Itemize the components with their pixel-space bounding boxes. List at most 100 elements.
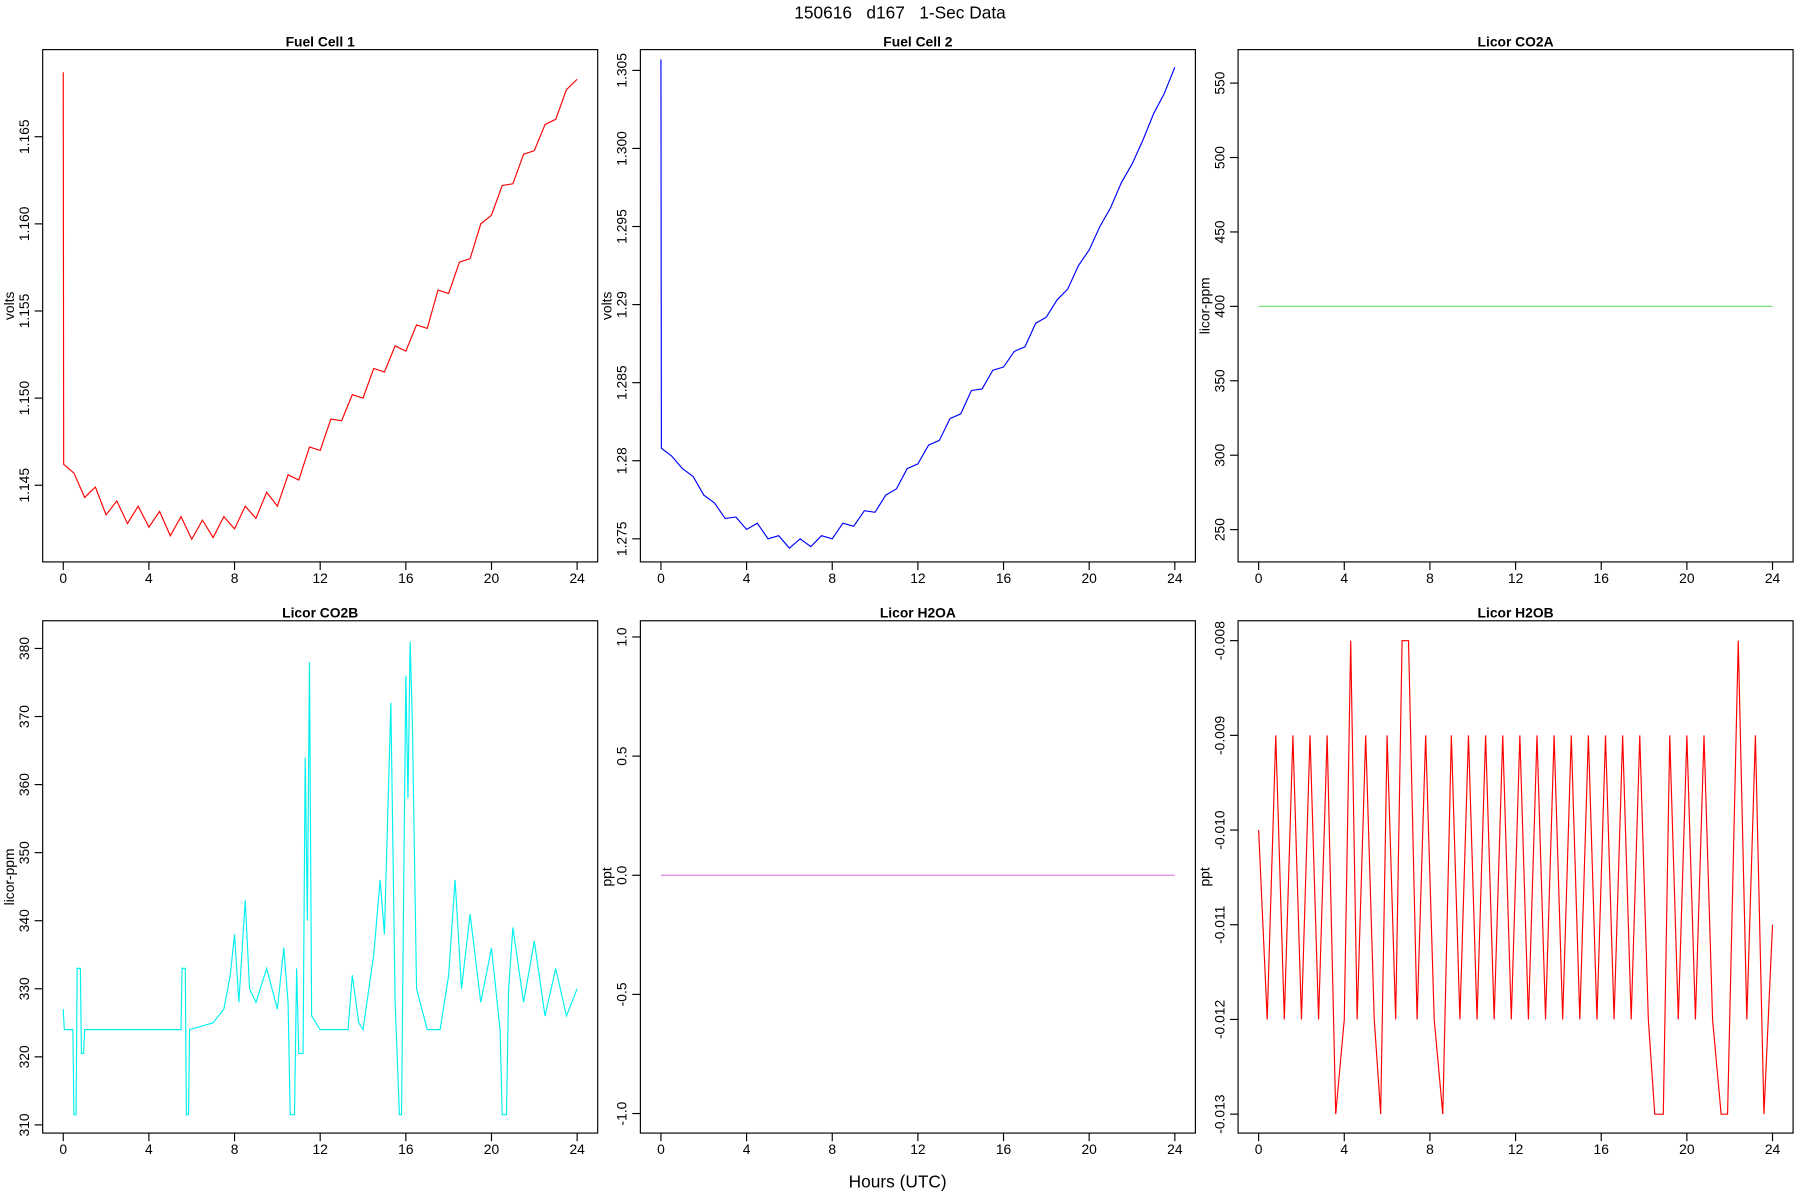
- y-tick-label: 1.155: [16, 293, 32, 328]
- panel-title: Fuel Cell 1: [286, 33, 355, 49]
- x-tick-label: 20: [1081, 570, 1097, 586]
- x-tick-label: 4: [145, 1141, 153, 1157]
- x-tick-label: 16: [996, 1141, 1012, 1157]
- y-tick-label: -0.009: [1211, 715, 1227, 755]
- data-line: [1258, 640, 1774, 1115]
- y-tick-label: 450: [1211, 220, 1227, 243]
- y-tick-label: 1.150: [16, 381, 32, 416]
- x-tick-label: 20: [1679, 1141, 1695, 1157]
- x-tick-label: 16: [398, 1141, 414, 1157]
- plot-frame: [42, 620, 599, 1134]
- x-tick-label: 0: [1255, 570, 1263, 586]
- x-tick-label: 24: [1167, 1141, 1183, 1157]
- y-tick-label: -0.012: [1211, 1000, 1227, 1039]
- y-tick-label: 340: [16, 909, 32, 932]
- y-axis-label: ppt: [1196, 867, 1212, 886]
- x-tick-label: 12: [910, 1141, 925, 1157]
- plot-frame: [42, 49, 599, 563]
- plot-frame: [1237, 49, 1794, 563]
- x-tick-label: 8: [828, 1141, 836, 1157]
- x-tick-label: 0: [59, 570, 67, 586]
- x-tick-label: 24: [569, 1141, 585, 1157]
- panel-title: Licor CO2B: [282, 605, 358, 621]
- x-tick-label: 8: [1426, 1141, 1434, 1157]
- y-tick-label: 0.0: [614, 865, 630, 885]
- y-tick-label: 1.165: [16, 119, 32, 154]
- x-tick-label: 12: [910, 570, 925, 586]
- x-tick-label: 0: [657, 1141, 665, 1157]
- plot-frame: [639, 49, 1196, 563]
- data-line: [62, 72, 578, 541]
- x-tick-label: 16: [1594, 570, 1610, 586]
- y-tick-label: 1.295: [614, 209, 630, 244]
- y-tick-label: -0.011: [1211, 905, 1227, 943]
- data-line: [660, 59, 1176, 549]
- x-tick-label: 0: [1255, 1141, 1263, 1157]
- y-tick-label: -0.010: [1211, 810, 1227, 850]
- y-tick-label: 1.275: [614, 521, 630, 556]
- y-tick-label: -0.008: [1211, 621, 1227, 661]
- panel-title: Licor H2OA: [880, 605, 956, 621]
- y-tick-label: 0.5: [614, 746, 630, 766]
- x-tick-label: 4: [743, 1141, 751, 1157]
- y-axis-label: volts: [599, 291, 615, 320]
- plot-frame: [639, 620, 1196, 1134]
- y-tick-label: 350: [1211, 369, 1227, 392]
- y-tick-label: 1.305: [614, 53, 630, 88]
- y-tick-label: 320: [16, 1045, 32, 1068]
- x-tick-label: 4: [145, 570, 153, 586]
- x-axis-label: Hours (UTC): [849, 1171, 947, 1191]
- y-tick-label: 370: [16, 705, 32, 728]
- x-tick-label: 24: [569, 570, 585, 586]
- data-line: [62, 641, 578, 1116]
- x-tick-label: 20: [484, 570, 500, 586]
- y-tick-label: 250: [1211, 518, 1227, 541]
- y-tick-label: 380: [16, 637, 32, 660]
- y-tick-label: 350: [16, 841, 32, 864]
- x-tick-label: 20: [484, 1141, 500, 1157]
- y-tick-label: 1.300: [614, 131, 630, 166]
- x-tick-label: 12: [1508, 570, 1523, 586]
- x-tick-label: 0: [657, 570, 665, 586]
- y-tick-label: -0.013: [1211, 1094, 1227, 1134]
- x-tick-label: 12: [312, 1141, 327, 1157]
- x-tick-label: 4: [1340, 1141, 1348, 1157]
- x-tick-label: 20: [1679, 570, 1695, 586]
- panel-title: Licor CO2A: [1478, 33, 1554, 49]
- x-tick-label: 8: [1426, 570, 1434, 586]
- y-tick-label: 1.285: [614, 365, 630, 400]
- x-tick-label: 24: [1167, 570, 1183, 586]
- y-axis-label: licor-ppm: [1, 848, 17, 905]
- x-tick-label: 8: [231, 570, 239, 586]
- y-tick-label: 330: [16, 977, 32, 1000]
- y-tick-label: 1.0: [614, 627, 630, 647]
- panel-title: Licor H2OB: [1478, 605, 1554, 621]
- x-tick-label: 20: [1081, 1141, 1097, 1157]
- y-tick-label: 360: [16, 773, 32, 796]
- x-tick-label: 16: [398, 570, 414, 586]
- x-tick-label: 12: [1508, 1141, 1523, 1157]
- x-tick-label: 24: [1765, 570, 1781, 586]
- figure-title: 150616 d167 1-Sec Data: [794, 2, 1006, 22]
- y-tick-label: 1.28: [614, 447, 630, 474]
- y-tick-label: 1.29: [614, 291, 630, 318]
- x-tick-label: 4: [1340, 570, 1348, 586]
- y-tick-label: 310: [16, 1113, 32, 1136]
- y-tick-label: 550: [1211, 71, 1227, 94]
- x-tick-label: 4: [743, 570, 751, 586]
- y-tick-label: 300: [1211, 443, 1227, 466]
- y-tick-label: -0.5: [614, 982, 630, 1006]
- y-tick-label: 400: [1211, 295, 1227, 318]
- x-tick-label: 8: [828, 570, 836, 586]
- y-tick-label: 1.160: [16, 206, 32, 241]
- panel-title: Fuel Cell 2: [883, 33, 952, 49]
- y-axis-label: volts: [1, 291, 17, 320]
- x-tick-label: 24: [1765, 1141, 1781, 1157]
- x-tick-label: 16: [1594, 1141, 1610, 1157]
- x-tick-label: 8: [231, 1141, 239, 1157]
- y-axis-label: licor-ppm: [1196, 277, 1212, 334]
- y-tick-label: 500: [1211, 146, 1227, 169]
- x-tick-label: 0: [59, 1141, 67, 1157]
- x-tick-label: 12: [312, 570, 327, 586]
- y-tick-label: 1.145: [16, 468, 32, 503]
